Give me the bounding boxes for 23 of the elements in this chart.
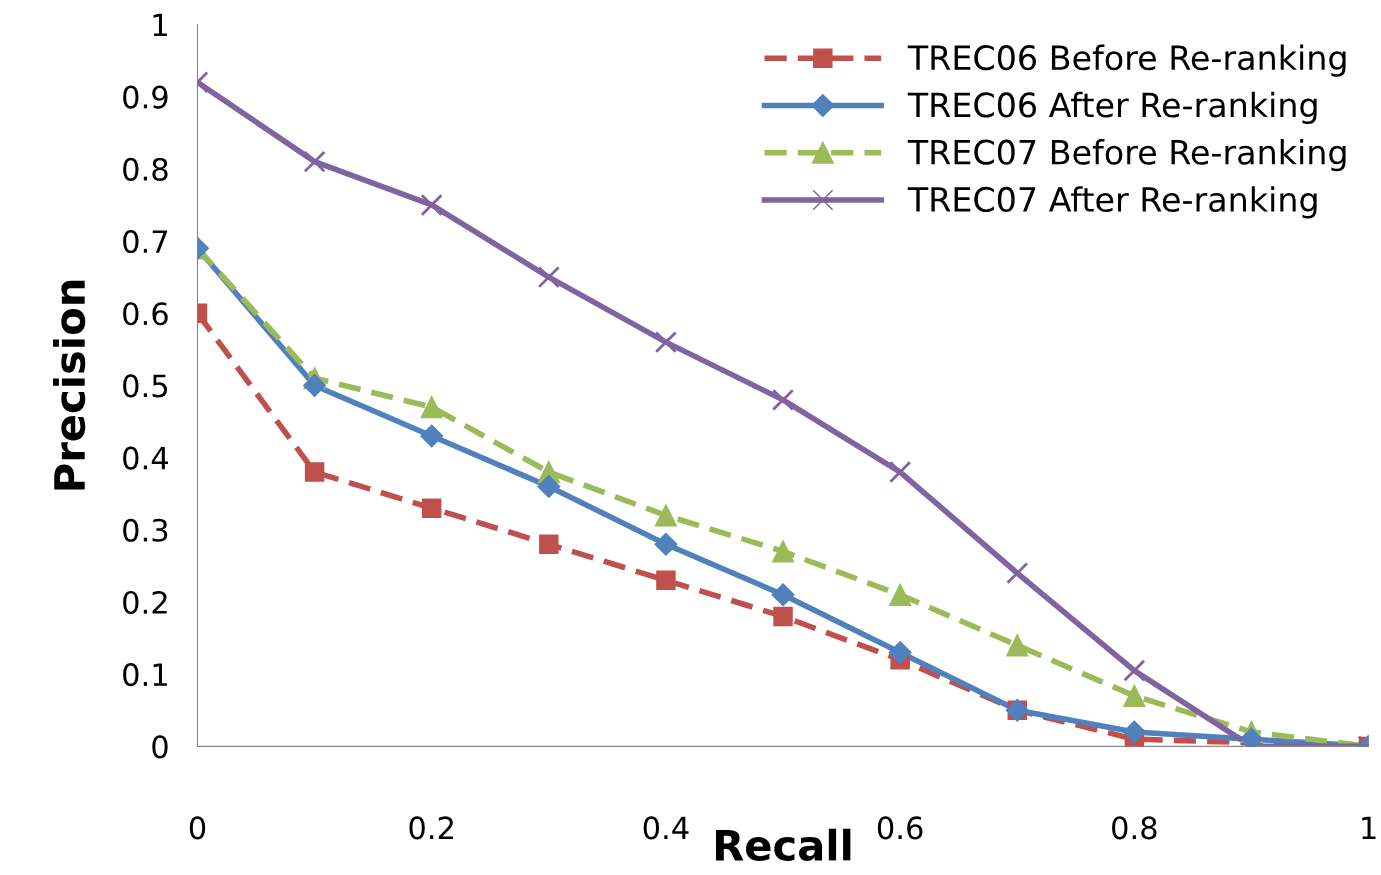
y-tick-label: 0.6 [123,302,168,326]
y-tick-label: 0.8 [123,157,168,181]
y-tick-label: 0.9 [123,85,168,109]
legend-label: TREC07 Before Re-ranking [907,139,1346,172]
legend-label: TREC07 After Re-ranking [907,186,1317,219]
y-tick-label: 0 [152,735,168,759]
y-tick-label: 0.5 [123,374,168,398]
x-tick-label: 0.8 [1112,816,1157,840]
x-tick-label: 1 [1362,816,1376,840]
x-tick-label: 0.6 [877,816,923,840]
y-axis-title: Precision [53,280,86,490]
x-tick-label: 0.4 [643,816,689,840]
y-tick-label: 0.4 [123,446,168,470]
x-tick-label: 0.2 [409,816,453,840]
x-tick-label: 0 [189,816,206,840]
legend-label: TREC06 Before Re-ranking [907,44,1346,77]
y-tick-label: 0.7 [123,229,168,254]
y-tick-label: 0.1 [123,663,167,687]
x-axis-title: Recall [715,828,851,861]
legend-label: TREC06 After Re-ranking [907,91,1317,125]
y-tick-label: 0.2 [123,590,167,615]
y-tick-label: 0.3 [123,518,168,542]
y-tick-label: 1 [153,13,167,37]
